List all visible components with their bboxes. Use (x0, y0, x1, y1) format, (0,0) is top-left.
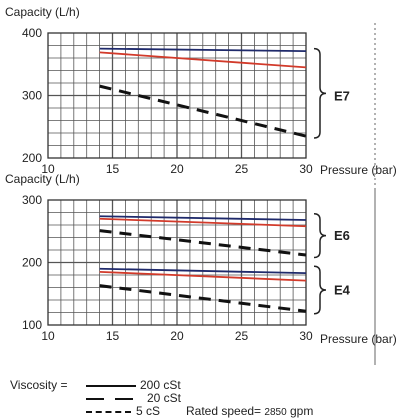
rated-speed-value: 2850 (264, 407, 287, 418)
group-label-0-0: E7 (334, 89, 350, 104)
x-axis-title-1: Pressure (bar) (320, 332, 397, 346)
x-tick-label-1-15: 15 (106, 329, 120, 343)
y-tick-label-0-400: 400 (22, 26, 42, 40)
rated-speed-unit: gpm (290, 404, 314, 418)
y-tick-label-1-300: 300 (22, 193, 42, 207)
legend-longdash-swatch-b (115, 398, 133, 400)
legend-longdash-swatch-a (86, 398, 104, 400)
x-tick-label-1-20: 20 (170, 329, 184, 343)
legend-label-20cst: 20 cSt (147, 391, 182, 405)
y-axis-title-0: Capacity (L/h) (5, 5, 80, 19)
y-tick-label-0-300: 300 (22, 89, 42, 103)
legend-label-5cs: 5 cS (136, 404, 161, 418)
legend-label-200cst: 200 cSt (140, 378, 181, 392)
legend-dash-swatch (86, 411, 131, 413)
group-label-1-0: E6 (334, 228, 350, 243)
plot-frame-1 (47, 199, 307, 326)
series-line-1-4 (99, 270, 307, 282)
series-line-0-2 (99, 84, 307, 138)
x-tick-label-0-15: 15 (106, 162, 120, 176)
y-tick-label-1-100: 100 (22, 318, 42, 332)
group-label-1-1: E4 (334, 282, 351, 297)
series-line-1-3 (99, 267, 307, 275)
capacity-chart-figure: Capacity (L/h) 200 300 400 10 15 20 25 30 Pressur… (5, 5, 397, 365)
x-tick-label-0-30: 30 (299, 162, 313, 176)
legend-solid-swatch (86, 385, 136, 387)
y-tick-label-1-200: 200 (22, 256, 42, 270)
series-line-0-0 (99, 47, 307, 53)
viscosity-label: Viscosity = (10, 378, 68, 392)
group-brace-1-0 (313, 213, 327, 259)
x-tick-label-0-10: 10 (41, 162, 55, 176)
group-brace-1-1 (313, 265, 327, 315)
plot-frame-0 (47, 32, 307, 159)
series-line-0-1 (99, 51, 307, 69)
y-axis-title-1: Capacity (L/h) (5, 172, 80, 186)
x-tick-label-1-30: 30 (299, 329, 313, 343)
series-line-1-5 (99, 284, 307, 313)
x-tick-label-0-25: 25 (235, 162, 249, 176)
x-tick-label-1-25: 25 (235, 329, 249, 343)
series-line-1-1 (99, 217, 307, 228)
rated-speed-label: Rated speed= (186, 404, 262, 418)
group-brace-0-0 (313, 47, 327, 139)
series-line-1-0 (99, 215, 307, 221)
y-tick-label-0-200: 200 (22, 151, 42, 165)
x-axis-title-0: Pressure (bar) (320, 163, 397, 177)
rated-speed: Rated speed= 2850 gpm (186, 404, 313, 418)
x-tick-label-0-20: 20 (170, 162, 184, 176)
legend: Viscosity = 200 cSt 20 cSt 5 cS Rated sp… (0, 370, 412, 418)
series-line-1-2 (99, 229, 307, 257)
x-tick-label-1-10: 10 (41, 329, 55, 343)
